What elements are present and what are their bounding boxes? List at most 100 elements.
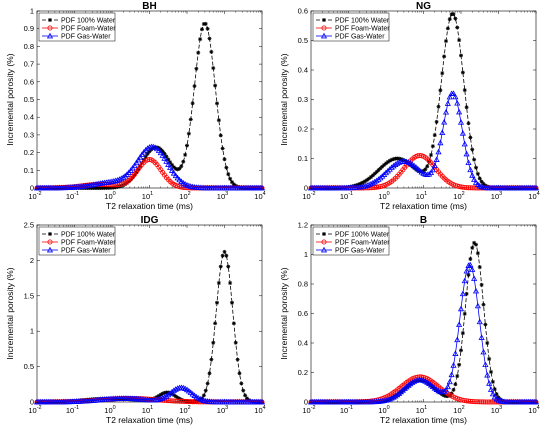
data-point-marker (213, 83, 218, 88)
data-point-marker (167, 164, 174, 170)
data-point-marker (415, 168, 420, 173)
data-point-marker (186, 399, 192, 405)
data-point-marker (391, 157, 396, 162)
data-point-marker (450, 362, 457, 368)
data-point-marker (532, 398, 540, 405)
data-point-marker (436, 104, 441, 109)
x-tick-exponent: 0 (113, 405, 116, 411)
x-tick-exponent: 0 (113, 191, 116, 197)
data-point-marker (442, 386, 450, 393)
data-point-marker (378, 166, 383, 171)
x-tick-label: 104 (528, 405, 539, 415)
data-point-marker (441, 118, 448, 125)
y-tick-label: 0 (304, 398, 308, 407)
data-point-marker (452, 93, 459, 100)
data-point-marker (186, 131, 191, 136)
x-tick-label: 10-2 (302, 405, 315, 415)
y-tick-label: 0.1 (298, 154, 308, 163)
data-point-marker (403, 383, 410, 390)
y-tick-label: 0.4 (24, 113, 34, 122)
data-point-marker (458, 184, 464, 190)
y-tick-label: 0.4 (298, 339, 308, 348)
data-point-marker (361, 180, 366, 185)
x-tick-label: 100 (378, 405, 389, 415)
data-point-marker (190, 399, 196, 405)
data-point-marker (469, 185, 475, 191)
data-point-marker (158, 147, 163, 152)
data-point-marker (491, 393, 498, 400)
data-point-marker (489, 390, 496, 397)
data-point-marker (432, 133, 437, 138)
data-point-marker (165, 161, 172, 167)
data-point-marker (481, 181, 486, 186)
data-point-marker (384, 161, 388, 166)
data-point-marker (177, 396, 182, 401)
data-point-marker (155, 396, 162, 402)
data-point-marker (203, 21, 208, 26)
data-point-marker (459, 130, 466, 136)
data-point-marker (441, 388, 448, 394)
data-point-marker (484, 371, 491, 378)
x-tick-exponent: 2 (462, 405, 465, 411)
data-point-marker (450, 90, 457, 96)
data-point-marker (194, 66, 199, 71)
x-axis-label: T2 relaxation time (ms) (380, 201, 467, 211)
legend-marker-icon (320, 246, 328, 253)
chart-panel-bh: 10-2 10-1 100 101 102 103 10400.10.20.30.40.50… (5, 1, 266, 211)
data-point-marker (469, 266, 476, 272)
data-point-marker (455, 25, 460, 30)
x-tick-label: 10-1 (340, 405, 353, 415)
y-tick-label: 0.4 (298, 66, 308, 75)
data-point-marker (157, 149, 164, 156)
legend-marker-icon (48, 232, 52, 236)
data-point-marker (456, 108, 463, 115)
data-point-marker (122, 172, 129, 179)
data-point-marker (464, 185, 470, 191)
data-point-marker (489, 369, 493, 374)
data-point-marker (451, 12, 456, 17)
data-point-marker (465, 262, 472, 268)
chart-panel-ng: 10-2 10-1 100 101 102 103 10400.10.20.30.40.50… (279, 1, 540, 211)
data-point-marker (478, 334, 485, 340)
data-point-marker (459, 290, 466, 297)
y-axis-label: Incremental porosity (%) (279, 53, 289, 145)
data-point-marker (465, 398, 471, 404)
data-point-marker (175, 398, 181, 404)
chart-title: IDG (141, 215, 159, 226)
x-axis-label: T2 relaxation time (ms) (106, 415, 193, 425)
data-point-marker (448, 371, 455, 378)
y-tick-label: 0.6 (298, 7, 308, 16)
data-point-marker (457, 119, 465, 125)
data-point-marker (161, 155, 168, 161)
data-point-marker (442, 393, 447, 398)
data-point-marker (477, 265, 482, 270)
data-point-marker (143, 154, 148, 159)
legend-marker-icon (47, 239, 53, 245)
data-point-marker (156, 393, 161, 398)
data-point-marker (171, 165, 176, 170)
data-point-marker (439, 129, 446, 136)
y-tick-label: 2.5 (24, 221, 34, 230)
data-point-marker (459, 348, 463, 353)
data-point-marker (369, 174, 373, 179)
data-point-marker (451, 387, 456, 392)
y-tick-label: 1 (30, 327, 34, 336)
data-point-marker (425, 164, 430, 169)
data-point-marker (477, 176, 482, 181)
data-point-marker (462, 88, 467, 93)
data-point-marker (385, 159, 390, 164)
data-point-marker (175, 167, 180, 172)
data-point-marker (447, 17, 452, 22)
data-point-marker (173, 398, 179, 404)
data-point-marker (175, 395, 180, 400)
y-tick-label: 0 (304, 184, 308, 193)
data-point-marker (379, 173, 386, 179)
data-point-marker (482, 361, 489, 368)
x-tick-label: 101 (416, 405, 427, 415)
y-tick-label: 0.2 (24, 148, 34, 157)
y-tick-label: 1.5 (24, 291, 34, 300)
data-point-marker (190, 101, 195, 106)
data-point-marker (376, 168, 381, 173)
